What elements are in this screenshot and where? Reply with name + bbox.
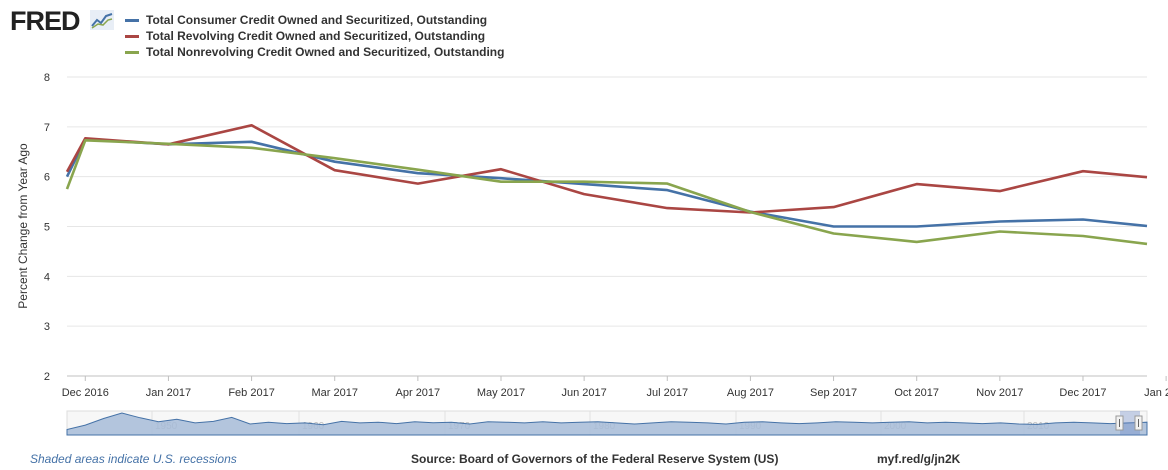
line-chart: 2 3 4 5 6 7 8 Dec 2016 Jan 2017 Feb 2017 Mar 2017…	[16, 72, 1168, 436]
y-tick-label: 8	[44, 72, 50, 84]
x-axis: Dec 2016 Jan 2017 Feb 2017 Mar 2017 Apr 2017…	[62, 376, 1168, 399]
legend-swatch-nonrevolving	[125, 50, 139, 54]
series-line-0[interactable]	[65, 138, 1148, 228]
legend-swatch-revolving	[125, 34, 139, 38]
x-tick-label: Feb 2017	[228, 387, 274, 399]
y-axis: 2 3 4 5 6 7 8	[44, 72, 50, 383]
x-tick-label: Mar 2017	[311, 387, 357, 399]
legend-label-consumer: Total Consumer Credit Owned and Securiti…	[146, 13, 488, 27]
y-tick-label: 7	[44, 122, 50, 134]
x-tick-label: Jan 2017	[146, 387, 191, 399]
range-navigator[interactable]: 1950196019701980199020002010	[66, 410, 1148, 436]
recession-note: Shaded areas indicate U.S. recessions	[30, 452, 237, 466]
fred-logo[interactable]: FRED	[10, 6, 80, 36]
series-layer	[65, 124, 1148, 246]
series-line-2[interactable]	[65, 139, 1148, 246]
x-tick-label: Nov 2017	[976, 387, 1023, 399]
x-tick-label: Jun 2017	[562, 387, 607, 399]
y-axis-title: Percent Change from Year Ago	[16, 143, 30, 309]
chart-line-icon	[90, 10, 114, 30]
legend-label-nonrevolving: Total Nonrevolving Credit Owned and Secu…	[146, 45, 505, 59]
navigator-area	[66, 412, 1148, 436]
legend-swatch-consumer	[125, 18, 139, 22]
source-text: Source: Board of Governors of the Federa…	[411, 452, 779, 466]
x-tick-label: Jan 2...	[1144, 387, 1168, 399]
x-tick-label: Dec 2016	[62, 387, 109, 399]
y-tick-label: 3	[44, 321, 50, 333]
grid-layer	[67, 76, 1147, 377]
y-tick-label: 5	[44, 222, 50, 234]
x-tick-label: Sep 2017	[810, 387, 857, 399]
y-tick-label: 2	[44, 371, 50, 383]
y-tick-label: 4	[44, 271, 50, 283]
short-link[interactable]: myf.red/g/jn2K	[877, 452, 961, 466]
x-tick-label: May 2017	[477, 387, 525, 399]
x-tick-label: Oct 2017	[894, 387, 939, 399]
x-tick-label: Jul 2017	[646, 387, 688, 399]
series-line-1[interactable]	[65, 124, 1148, 214]
x-tick-label: Aug 2017	[727, 387, 774, 399]
legend-label-revolving: Total Revolving Credit Owned and Securit…	[146, 29, 486, 43]
y-tick-label: 6	[44, 172, 50, 184]
x-tick-label: Apr 2017	[396, 387, 441, 399]
x-tick-label: Dec 2017	[1059, 387, 1106, 399]
legend-item-nonrevolving[interactable]: Total Nonrevolving Credit Owned and Secu…	[125, 44, 504, 60]
chart-legend: Total Consumer Credit Owned and Securiti…	[125, 12, 504, 60]
legend-item-revolving[interactable]: Total Revolving Credit Owned and Securit…	[125, 28, 504, 44]
legend-item-consumer[interactable]: Total Consumer Credit Owned and Securiti…	[125, 12, 504, 28]
